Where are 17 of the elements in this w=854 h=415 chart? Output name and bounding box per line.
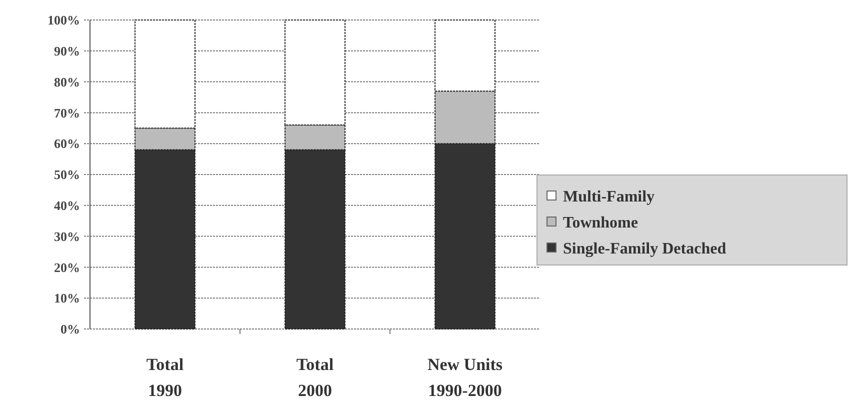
text: Multi-Family	[563, 188, 655, 206]
x-tick-label: Total 1990	[146, 355, 184, 400]
legend-label: Single-Family Detached	[563, 240, 726, 258]
y-tick-label: 70%	[54, 105, 80, 120]
x-tick-label: New Units 1990-2000	[427, 355, 503, 400]
y-tick-label: 30%	[54, 228, 80, 244]
y-tick-label: 20%	[54, 260, 80, 275]
legend-label: Townhome	[563, 214, 638, 232]
y-tick-label: 0%	[60, 322, 80, 337]
y-tick-label: 10%	[54, 290, 80, 306]
y-tick-label: 50%	[54, 167, 80, 182]
x-tick-label: Total 2000	[296, 355, 334, 400]
y-tick-label: 80%	[54, 74, 80, 90]
y-tick-label: 90%	[54, 43, 80, 58]
y-tick-label: 60%	[54, 136, 80, 152]
y-tick-label: 40%	[54, 198, 80, 213]
y-tick-label: 100%	[48, 12, 80, 28]
